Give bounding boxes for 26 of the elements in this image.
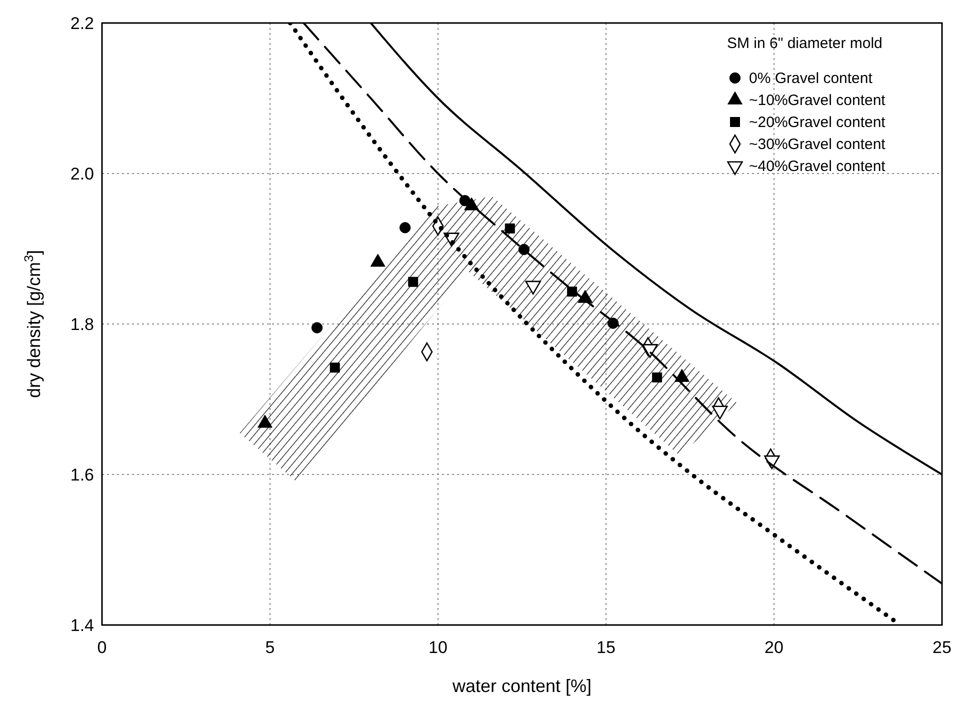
point [567, 286, 578, 297]
legend-label: 0% Gravel content [749, 70, 874, 87]
point [504, 223, 515, 234]
x-tick-label: 0 [97, 638, 107, 657]
legend-label: ~10%Gravel content [749, 92, 886, 109]
point [311, 322, 323, 334]
x-tick-label: 25 [932, 638, 952, 657]
y-tick-label: 2.0 [70, 164, 94, 184]
x-tick-label: 15 [596, 638, 616, 657]
point [652, 372, 662, 382]
y-tick-label: 1.6 [70, 466, 94, 484]
legend-title: SM in 6" diameter mold [727, 35, 882, 52]
x-tick-label: 5 [265, 638, 275, 657]
legend-label: ~40%Gravel content [749, 158, 886, 175]
x-tick-label: 20 [764, 638, 784, 657]
x-axis-title: water content [%] [451, 676, 592, 696]
point [399, 222, 411, 234]
point [408, 276, 418, 287]
point [330, 362, 340, 373]
legend-label: ~20%Gravel content [749, 114, 886, 131]
point [518, 244, 530, 256]
x-tick-label: 10 [428, 638, 448, 657]
legend-label: ~30%Gravel content [749, 136, 886, 153]
y-tick-label: 1.8 [70, 315, 94, 334]
y-tick-label: 2.2 [70, 14, 94, 33]
y-tick-label: 1.4 [70, 616, 94, 635]
